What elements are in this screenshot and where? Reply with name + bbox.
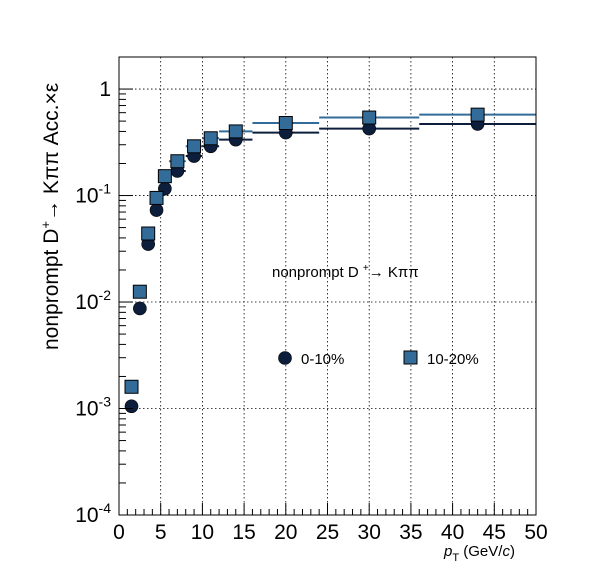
x-tick-label: 0	[113, 521, 125, 544]
data-point-square	[362, 110, 377, 125]
y-tick-label: 10-2	[75, 287, 111, 314]
x-tick-label: 15	[232, 521, 255, 544]
y-tick-label: 10-3	[75, 394, 111, 421]
series-0-10%	[124, 117, 536, 414]
data-point-square	[149, 190, 164, 205]
x-tick-label: 25	[316, 521, 339, 544]
x-tick-label: 45	[483, 521, 506, 544]
data-point-circle	[133, 301, 147, 316]
y-tick-label: 1	[99, 78, 111, 101]
x-tick-label: 5	[155, 521, 167, 544]
legend: 0-10% 10-20%	[278, 350, 479, 368]
legend-label-10-20: 10-20%	[427, 351, 479, 368]
axis-ticks: 0 5 10 15 20 25 30 35 40 45 50 10-4 10-3 10-2 10-1 1	[75, 56, 548, 544]
data-point-square	[124, 379, 139, 394]
data-series	[124, 107, 536, 414]
x-axis-title: pT (GeV/c)	[443, 543, 515, 564]
data-point-square	[228, 124, 243, 139]
data-point-square	[187, 139, 202, 154]
y-tick-label: 10-4	[75, 500, 111, 527]
data-point-square	[157, 169, 172, 184]
data-point-circle	[124, 399, 139, 414]
data-point-square	[278, 115, 293, 130]
legend-label-0-10: 0-10%	[301, 351, 344, 368]
x-tick-label: 35	[399, 521, 422, 544]
data-point-square	[141, 226, 156, 241]
x-tick-label: 50	[524, 521, 547, 544]
x-tick-label: 10	[191, 521, 214, 544]
data-point-square	[132, 284, 147, 299]
chart-annotation: nonprompt D +→ Kππ	[272, 263, 419, 281]
legend-marker-10-20	[403, 350, 418, 365]
data-point-square	[203, 131, 218, 146]
data-point-square	[170, 154, 185, 169]
legend-marker-0-10	[278, 351, 292, 365]
x-tick-label: 30	[358, 521, 381, 544]
data-point-circle	[149, 203, 164, 217]
x-tick-label: 40	[441, 521, 464, 544]
series-10-20%	[124, 107, 536, 394]
y-tick-label: 10-1	[75, 181, 111, 208]
y-axis-title: nonprompt D+→ Kππ Acc.×ε	[38, 83, 63, 350]
x-tick-label: 20	[274, 521, 297, 544]
data-point-square	[470, 107, 485, 122]
